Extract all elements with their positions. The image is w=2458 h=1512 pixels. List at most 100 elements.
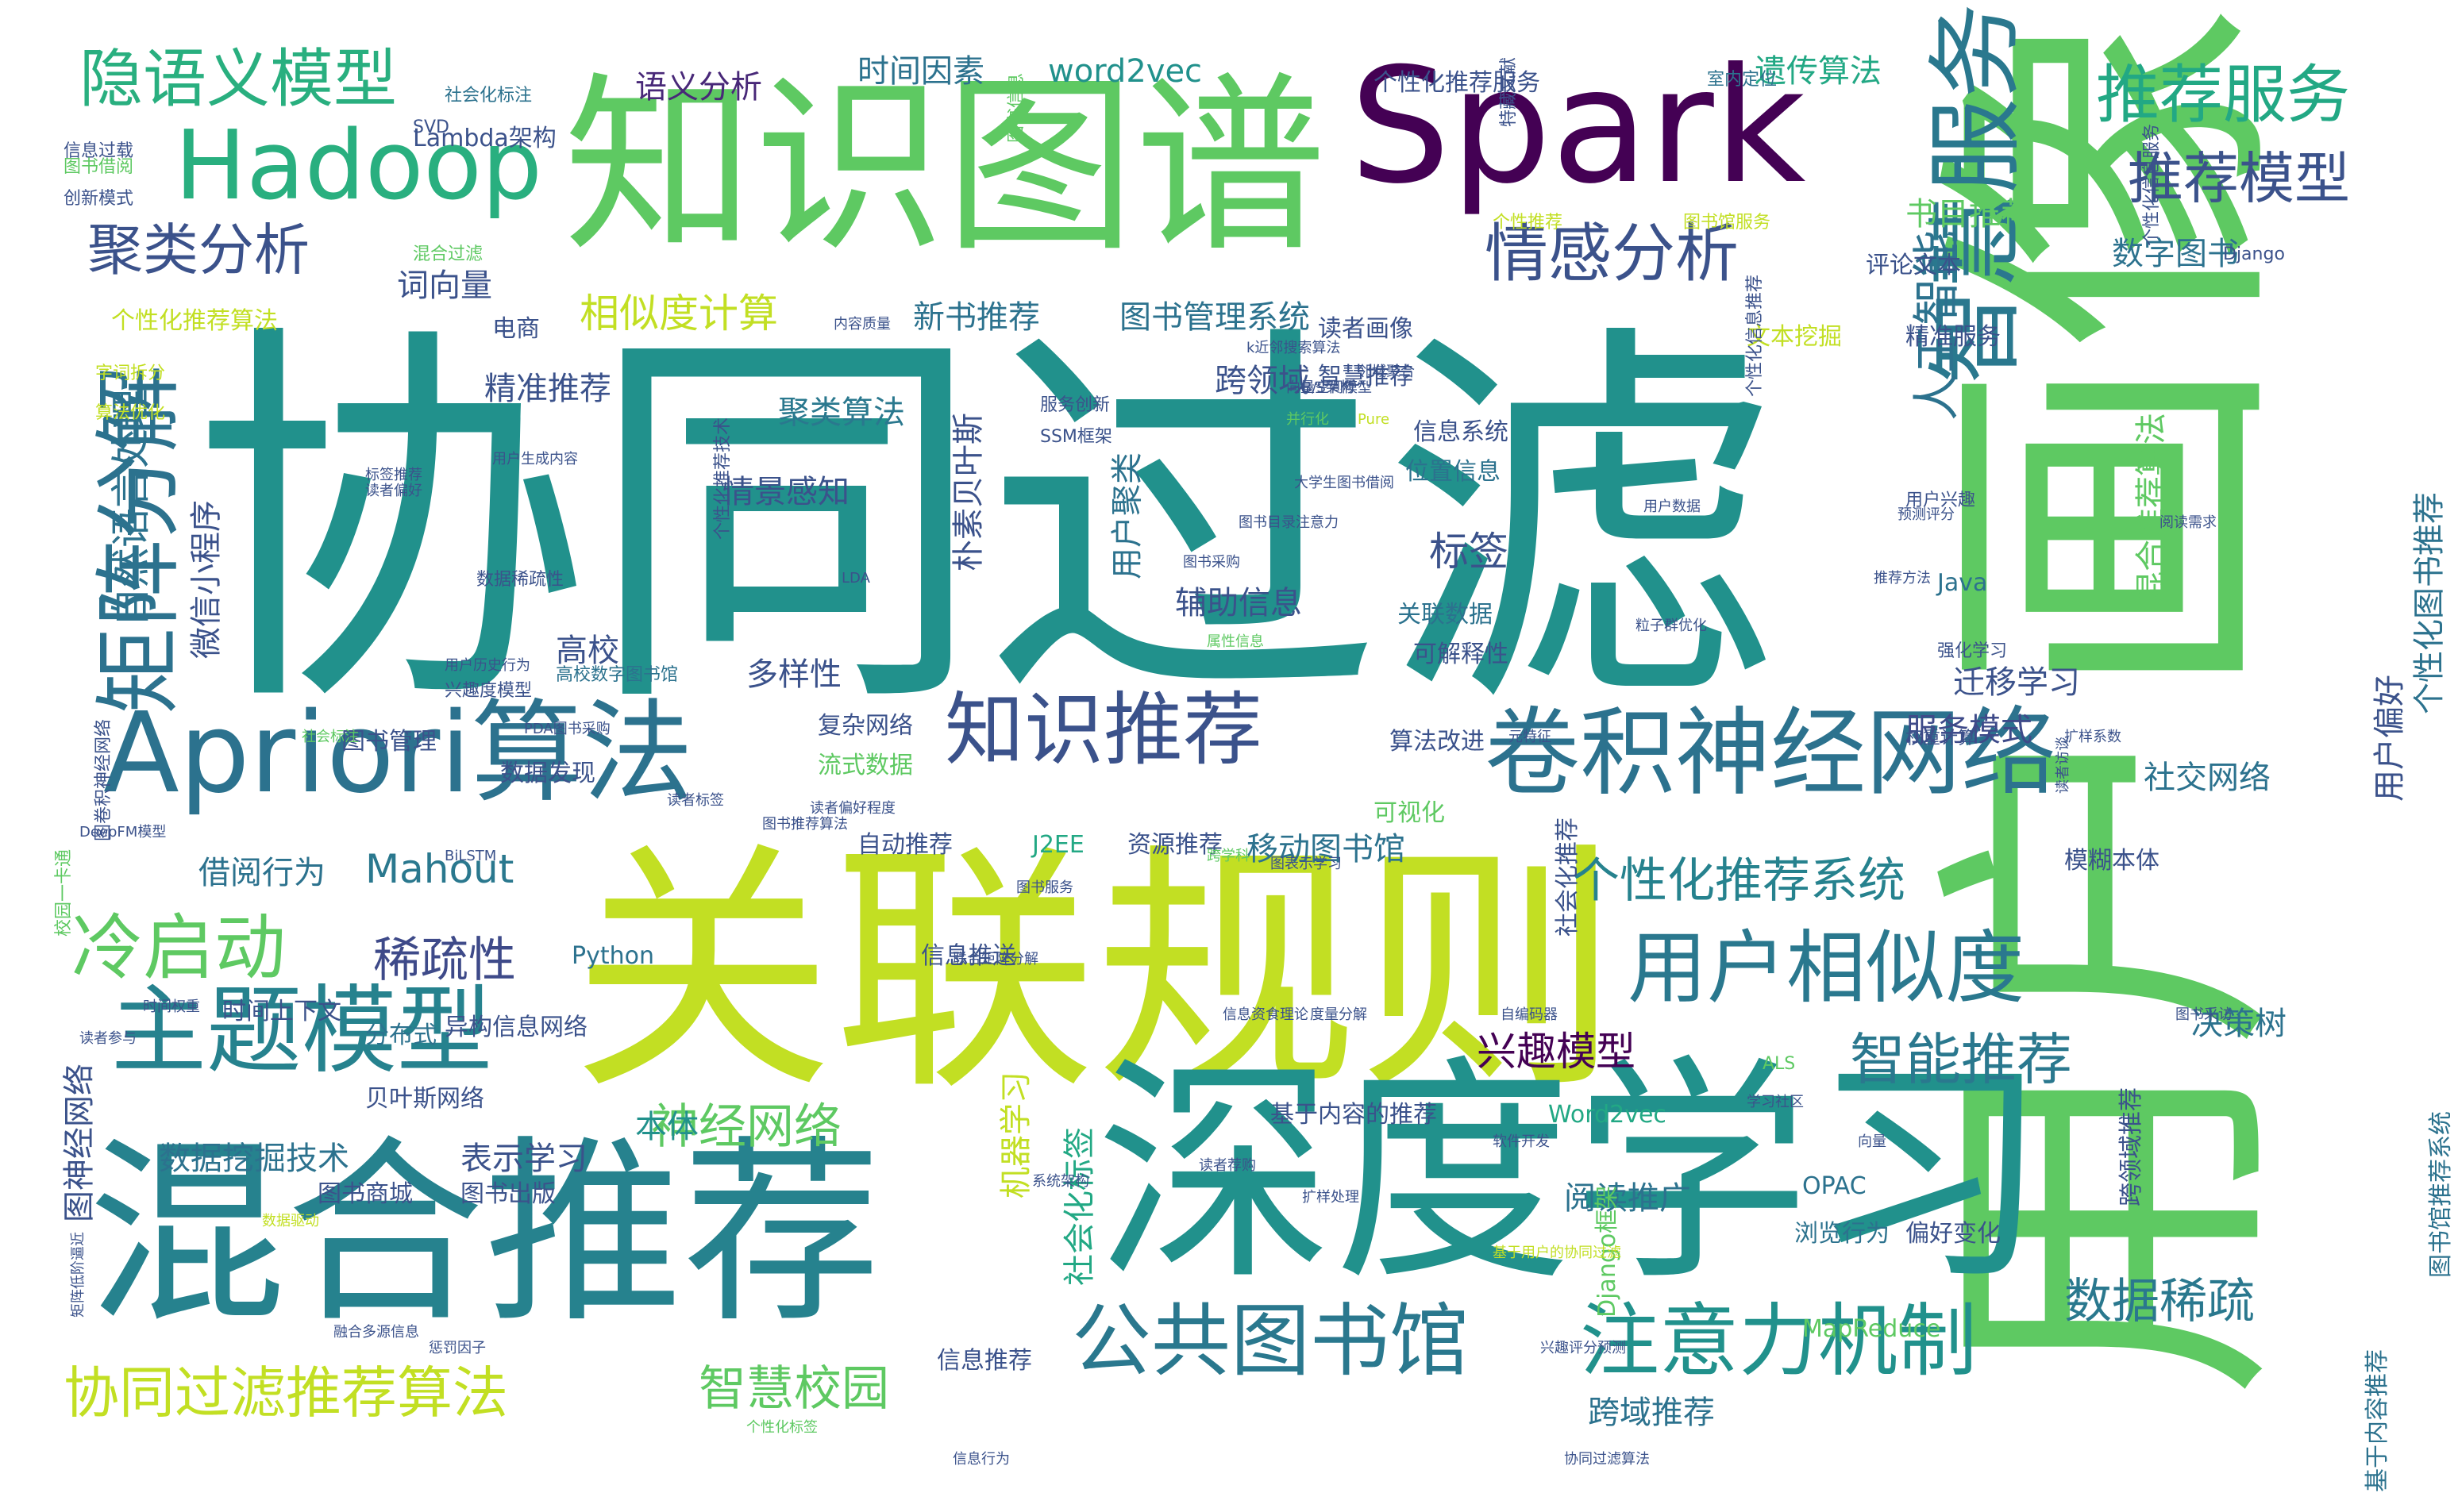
cloud-word: 知识图谱 — [564, 56, 1327, 278]
cloud-word: Hadoop — [175, 111, 542, 221]
cloud-word: 图书管理 — [341, 728, 437, 756]
cloud-word: 个性化推荐系统 — [1572, 853, 1905, 909]
cloud-word: 算法改进 — [1389, 728, 1485, 756]
cloud-word: 智慧校园 — [699, 1361, 889, 1417]
cloud-word: 图书采购 — [1183, 554, 1240, 571]
cloud-word: SSM框架 — [1040, 427, 1112, 447]
cloud-word: 图书馆服务 — [1683, 213, 1771, 233]
cloud-word: 用户相似度 — [1628, 921, 2025, 1014]
cloud-word: MapReduce — [1802, 1315, 1941, 1343]
cloud-word: 朴素贝叶斯 — [950, 413, 987, 571]
cloud-word: 矩阵低阶逼近 — [70, 1232, 87, 1318]
cloud-word: 图书推荐算法 — [762, 816, 848, 833]
cloud-word: 向量空间模型 — [1286, 379, 1372, 396]
cloud-word: 聚类分析 — [87, 217, 310, 283]
cloud-word: 社会标注 — [302, 729, 359, 745]
cloud-word: 标签 — [1429, 529, 1508, 575]
cloud-word: 信息过载 — [64, 141, 134, 161]
cloud-word: 个性化信息服务 — [2142, 123, 2162, 246]
cloud-word: 图书目录注意力 — [1239, 514, 1339, 531]
cloud-word: 学习社区 — [1747, 1094, 1804, 1110]
cloud-word: 用户生成内容 — [492, 451, 578, 467]
cloud-word: word2vec — [1048, 53, 1203, 90]
cloud-word: 自动推荐 — [857, 831, 953, 859]
cloud-word: 自编码器 — [1501, 1006, 1558, 1023]
cloud-word: 阅读推广 — [1564, 1180, 1691, 1217]
cloud-word: 高校 — [556, 633, 619, 669]
cloud-word: 基于用户的协同过滤 — [1493, 1245, 1621, 1261]
cloud-word: 异构信息网络 — [445, 1014, 588, 1041]
cloud-word: 属性信息 — [1207, 633, 1264, 650]
cloud-word: 信息推荐 — [937, 1347, 1032, 1375]
cloud-word: 读者画像 — [1318, 315, 1413, 343]
cloud-word: 服务模式 — [1905, 712, 2032, 748]
cloud-word: 词向量 — [397, 267, 492, 304]
cloud-word: 跨学科 — [1207, 848, 1250, 864]
cloud-word: 贝叶斯网络 — [365, 1085, 484, 1113]
cloud-word: 遗传算法 — [1755, 53, 1882, 90]
cloud-word: 信息资食理论 — [1223, 1006, 1308, 1023]
cloud-word: 图书服务 — [1016, 879, 1073, 896]
cloud-word: 用户历史行为 — [445, 657, 530, 674]
cloud-word: 深度学习 — [1096, 1036, 2048, 1313]
cloud-word: 多样性 — [746, 656, 842, 693]
cloud-word: 文本挖掘 — [1747, 323, 1842, 351]
cloud-word: 分布式 — [365, 1021, 437, 1049]
cloud-word: J2EE — [1032, 831, 1085, 859]
cloud-word: 创新模式 — [64, 189, 134, 209]
cloud-word: 跨领域推荐 — [2117, 1087, 2145, 1206]
cloud-word: 决策树 — [2191, 1006, 2287, 1042]
cloud-word: 服务创新 — [1040, 395, 1111, 415]
cloud-word: 关联数据 — [1397, 601, 1493, 629]
cloud-word: 信息行为 — [953, 1451, 1010, 1468]
cloud-word: 用户偏好 — [2371, 675, 2408, 802]
cloud-word: Java — [1937, 569, 1988, 597]
cloud-word: 读者偏好 — [365, 483, 422, 499]
cloud-word: 推荐服务 — [2096, 58, 2350, 132]
cloud-word: 室内定位 — [1707, 70, 1778, 90]
cloud-word: 知识推荐 — [945, 683, 1262, 776]
cloud-word: 权重计算 — [1905, 729, 1976, 748]
cloud-word: 情感分析 — [1485, 217, 1739, 290]
cloud-word: 算法优化 — [95, 403, 166, 423]
cloud-word: 个性化推荐服务 — [1373, 69, 1540, 97]
cloud-word: 社会化标签 — [1061, 1127, 1098, 1286]
cloud-word: 扩样系数 — [2064, 729, 2121, 745]
cloud-word: 评论文本 — [1866, 252, 1961, 279]
cloud-word: 冷启动 — [71, 906, 286, 990]
cloud-word: 惩罚因子 — [429, 1340, 486, 1356]
cloud-word: 信息系统 — [1413, 418, 1508, 446]
cloud-word: 主题模型 — [111, 976, 492, 1087]
cloud-word: 微信小程序 — [188, 500, 225, 659]
cloud-word: 融合多源信息 — [333, 1324, 419, 1341]
cloud-word: 并行化 — [1286, 411, 1329, 428]
cloud-word: 个性化图书推荐 — [2411, 492, 2448, 714]
cloud-word: 混合过滤 — [413, 244, 484, 264]
cloud-word: 资源推荐 — [1127, 831, 1223, 859]
cloud-word: 表示学习 — [460, 1141, 588, 1177]
cloud-word: 度量分解 — [1310, 1006, 1367, 1023]
cloud-word: 基于内容推荐 — [2364, 1349, 2391, 1492]
cloud-word: LDA — [842, 570, 870, 587]
cloud-word: 语义分析 — [635, 69, 762, 106]
cloud-word: Apriori算法 — [103, 689, 694, 818]
cloud-word: 个性化推荐技术 — [713, 417, 733, 540]
cloud-word: 机器学习 — [998, 1071, 1034, 1198]
cloud-word: 稀疏性 — [373, 933, 516, 988]
cloud-word: 图书信息 — [1007, 72, 1027, 143]
cloud-word: 数据稀疏性 — [476, 570, 564, 590]
cloud-word: 精准推荐 — [484, 371, 611, 407]
cloud-word: 推荐模型 — [2128, 146, 2350, 211]
cloud-word: 基于内容的推荐 — [1270, 1101, 1437, 1129]
cloud-word: 卷积神经网络 — [1485, 698, 2056, 809]
cloud-word: 公共图书馆 — [1072, 1295, 1469, 1387]
cloud-word: 邻域聚合 — [1358, 364, 1415, 380]
cloud-word: 复杂网络 — [818, 712, 913, 740]
cloud-word: 软件开发 — [1493, 1133, 1550, 1150]
cloud-word: 智慧推荐 — [1318, 363, 1413, 391]
cloud-word: 兴趣度模型 — [445, 681, 533, 701]
cloud-word: 神经网络 — [651, 1099, 842, 1155]
cloud-word: 粒子群优化 — [1635, 617, 1707, 634]
cloud-word: 数字图书 — [2112, 236, 2239, 272]
